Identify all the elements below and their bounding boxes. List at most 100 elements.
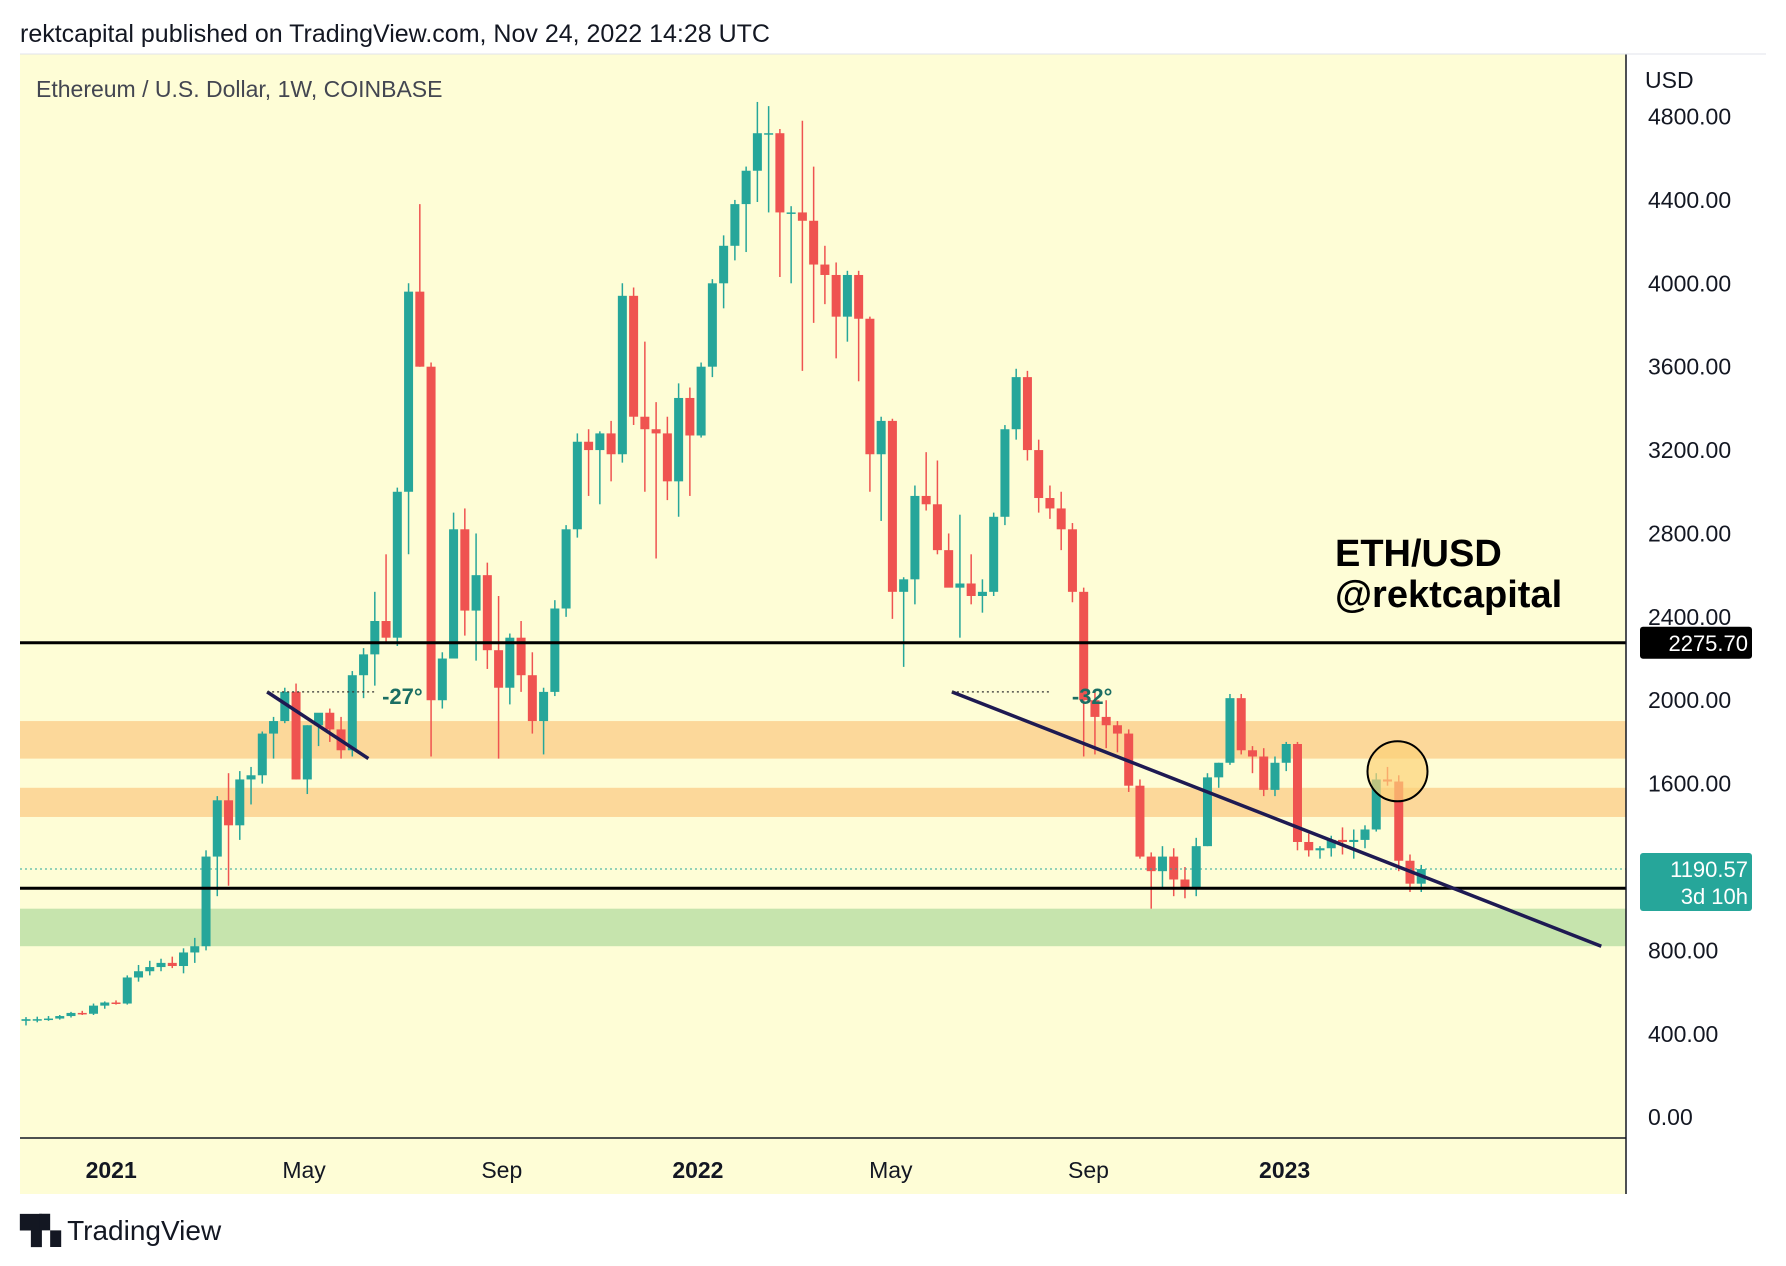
watermark-line-1: ETH/USD <box>1335 533 1502 575</box>
y-tick-label: 4000.00 <box>1648 270 1731 296</box>
candle-body <box>1000 429 1010 517</box>
candle-body <box>212 800 222 857</box>
candle-body <box>1281 744 1291 763</box>
zone-orange-1 <box>20 787 1626 817</box>
candle-body <box>1079 591 1089 701</box>
candle-body <box>685 397 695 436</box>
candle-body <box>100 1002 110 1006</box>
candle-body <box>696 366 706 436</box>
candle-body <box>1056 508 1066 530</box>
angle-label: -27° <box>382 684 423 709</box>
candle-body <box>449 529 459 659</box>
candle-body <box>640 416 650 430</box>
candle-body <box>190 946 200 953</box>
candle-body <box>437 658 447 701</box>
candle-body <box>1101 716 1111 726</box>
candle-body <box>359 654 369 676</box>
candle-body <box>910 495 920 580</box>
candle-body <box>786 212 796 214</box>
y-tick-label: 400.00 <box>1648 1021 1718 1047</box>
tradingview-footer[interactable]: ▜▚ TradingView <box>20 1214 221 1247</box>
y-tick-label: 3200.00 <box>1648 437 1731 463</box>
candle-body <box>561 529 571 609</box>
candle-body <box>865 318 875 455</box>
candle-body <box>876 420 886 455</box>
y-tick-label: 3600.00 <box>1648 354 1731 380</box>
candle-body <box>899 579 909 592</box>
bar-countdown-label: 3d 10h <box>1681 884 1748 909</box>
zone-green-2 <box>20 908 1626 947</box>
candle-body <box>77 1012 87 1015</box>
candle-body <box>257 733 267 776</box>
candle-body <box>629 295 639 417</box>
candle-body <box>494 650 504 688</box>
candle-body <box>1236 698 1246 751</box>
candle-body <box>460 529 470 611</box>
y-tick-label: 2400.00 <box>1648 604 1731 630</box>
candle-body <box>1270 762 1280 790</box>
candle-body <box>719 245 729 284</box>
zone-orange-0 <box>20 721 1626 759</box>
candle-body <box>201 856 211 947</box>
candle-body <box>977 591 987 596</box>
candle-body <box>471 575 481 611</box>
chart-background <box>20 54 1626 1194</box>
candle-body <box>944 550 954 588</box>
trendlines[interactable]: -27° -32° <box>266 684 1602 948</box>
candle-body <box>1034 450 1044 499</box>
y-axis[interactable]: 0.00 400.00 800.00 1600.00 2000.00 2400.00 280… <box>1648 104 1731 1131</box>
candle-body <box>1371 779 1381 830</box>
candle-body <box>1304 841 1314 851</box>
candle-body <box>415 291 425 367</box>
candles <box>21 101 1426 1026</box>
candle-body <box>662 433 672 482</box>
last-price-label: 1190.57 <box>1670 857 1748 882</box>
tradingview-logo-icon: ▜▚ <box>20 1215 61 1246</box>
horizontal-levels[interactable] <box>20 641 1626 890</box>
brand-name: TradingView <box>67 1214 222 1246</box>
candle-body <box>1112 725 1122 734</box>
y-tick-label: 0.00 <box>1648 1104 1693 1130</box>
candle-body <box>404 291 414 492</box>
candle-body <box>1090 700 1100 717</box>
candle-body <box>1022 377 1032 451</box>
candle-body <box>617 295 627 455</box>
candle-body <box>325 712 335 730</box>
candle-body <box>842 274 852 317</box>
candle-body <box>392 491 402 638</box>
candle-body <box>989 516 999 592</box>
candle-body <box>505 637 515 688</box>
candle-body <box>1169 856 1179 880</box>
candle-body <box>752 133 762 171</box>
candle-body <box>145 967 155 972</box>
trendline-2 <box>951 690 1602 948</box>
highlight-circle <box>1366 740 1429 803</box>
publish-line: rektcapital published on TradingView.com… <box>20 20 770 48</box>
candle-body <box>921 495 931 505</box>
candle-body <box>89 1005 99 1014</box>
candle-body <box>1292 744 1302 842</box>
x-tick-label: Sep <box>1068 1157 1109 1183</box>
candle-body <box>44 1018 54 1021</box>
candle-body <box>595 433 605 451</box>
candle-body <box>572 441 582 530</box>
candle-body <box>280 691 290 722</box>
candle-body <box>1202 777 1212 847</box>
y-tick-label: 2800.00 <box>1648 520 1731 546</box>
x-axis[interactable]: 2021 May Sep 2022 May Sep 2023 <box>86 1157 1311 1183</box>
candle-body <box>1247 750 1257 757</box>
candle-body <box>21 1019 31 1021</box>
candle-body <box>1225 698 1235 763</box>
candle-body <box>1360 829 1370 840</box>
candle-body <box>606 433 616 455</box>
candle-body <box>584 441 594 451</box>
y-tick-label: 2000.00 <box>1648 687 1731 713</box>
candle-body <box>764 133 774 135</box>
candle-body <box>370 621 380 655</box>
candle-body <box>1191 846 1201 888</box>
x-tick-label: May <box>282 1157 326 1183</box>
candle-body <box>775 133 785 213</box>
y-tick-label: 800.00 <box>1648 937 1718 963</box>
candle-body <box>291 691 301 780</box>
